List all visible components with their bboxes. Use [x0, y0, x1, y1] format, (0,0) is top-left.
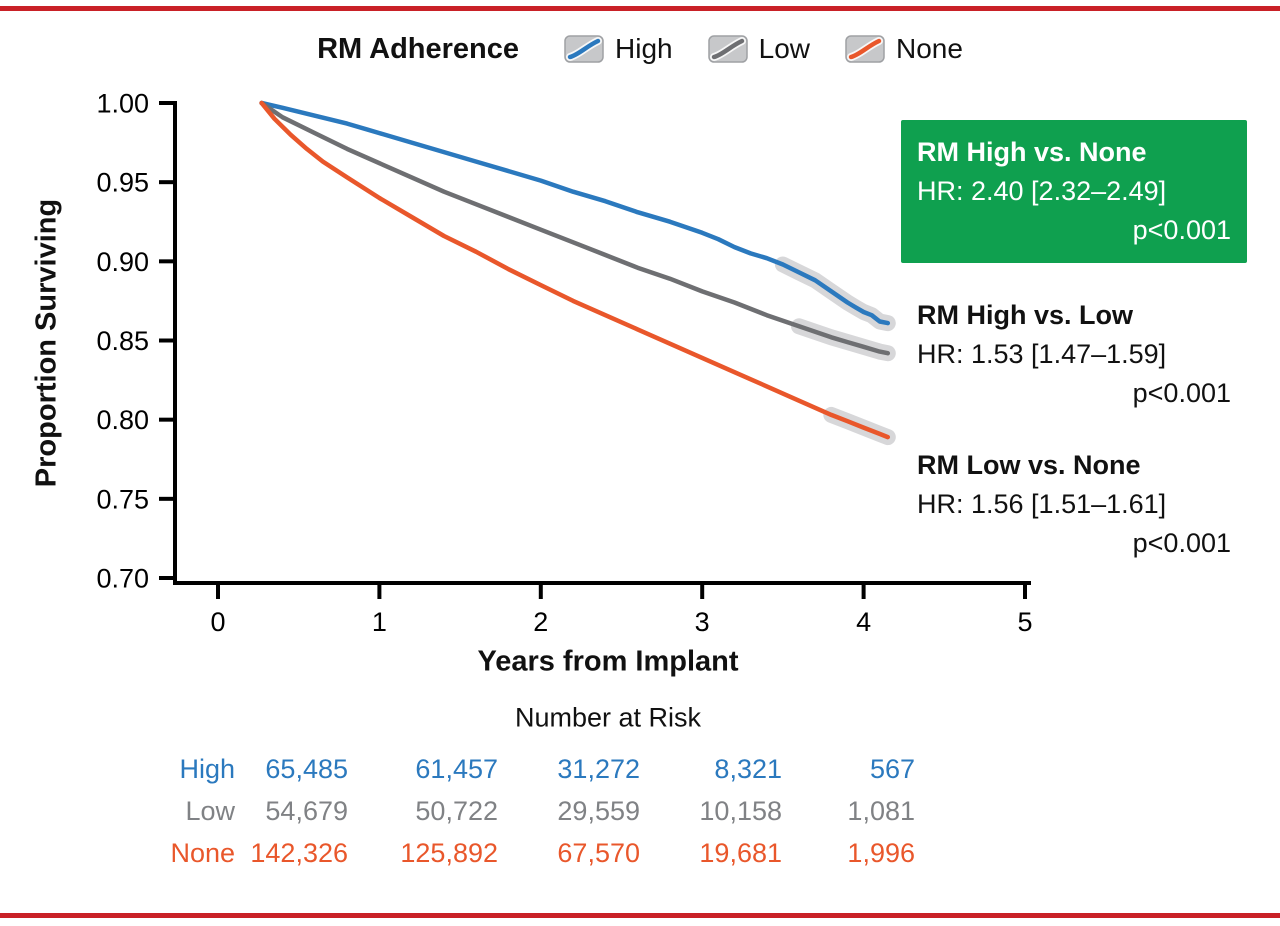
- x-tick-label: 3: [695, 607, 710, 637]
- ci-band-low: [791, 318, 896, 362]
- risk-value: 65,485: [265, 753, 348, 784]
- legend-item-low: Low: [707, 33, 810, 65]
- legend: RM Adherence High Low None: [0, 26, 1280, 72]
- x-tick-label: 2: [533, 607, 548, 637]
- y-tick-label: 0.85: [96, 326, 149, 356]
- risk-value: 1,081: [847, 795, 915, 826]
- legend-label-low: Low: [758, 33, 810, 64]
- x-tick-label: 0: [210, 607, 225, 637]
- risk-value: 54,679: [265, 795, 348, 826]
- annotation-low-vs-none: RM Low vs. None HR: 1.56 [1.51–1.61] p<0…: [901, 446, 1247, 563]
- survival-curve-high: [259, 100, 891, 326]
- legend-label-none: None: [896, 33, 963, 64]
- x-axis-title: Years from Implant: [477, 645, 739, 678]
- annotation-pvalue: p<0.001: [1132, 215, 1231, 245]
- y-tick-label: 0.95: [96, 168, 149, 198]
- y-axis-title: Proportion Surviving: [30, 198, 63, 488]
- annotation-pvalue: p<0.001: [1132, 528, 1231, 558]
- legend-item-high: High: [563, 33, 673, 65]
- risk-value: 567: [869, 753, 915, 784]
- risk-value: 1,996: [847, 837, 915, 868]
- annotation-high-vs-none: RM High vs. None HR: 2.40 [2.32–2.49] p<…: [901, 120, 1247, 263]
- hazard-ratio-annotations: RM High vs. None HR: 2.40 [2.32–2.49] p<…: [901, 120, 1247, 563]
- x-tick-label: 1: [372, 607, 387, 637]
- risk-value: 19,681: [699, 837, 782, 868]
- low-curve-swatch-icon: [707, 35, 748, 63]
- ci-band-none: [823, 406, 896, 446]
- high-curve-swatch-icon: [564, 35, 604, 63]
- risk-value: 50,722: [415, 795, 498, 826]
- y-tick-label: 0.75: [96, 484, 149, 514]
- none-curve-swatch-icon: [845, 35, 885, 63]
- top-border-rule: [0, 6, 1280, 11]
- x-tick-label: 5: [1017, 607, 1032, 637]
- risk-value: 8,321: [714, 753, 782, 784]
- risk-value: 125,892: [400, 837, 498, 868]
- survival-curve-low: [259, 100, 891, 356]
- x-tick-label: 4: [856, 607, 871, 637]
- ci-band-high: [774, 256, 896, 332]
- risk-row-label: High: [179, 753, 235, 784]
- risk-row-label: Low: [185, 795, 235, 826]
- y-tick-label: 1.00: [96, 89, 149, 119]
- legend-title: RM Adherence: [317, 32, 520, 65]
- bottom-border-rule: [0, 913, 1280, 918]
- annotation-hr: HR: 1.56 [1.51–1.61]: [917, 489, 1167, 519]
- legend-label-high: High: [615, 33, 673, 64]
- annotation-high-vs-low: RM High vs. Low HR: 1.53 [1.47–1.59] p<0…: [901, 296, 1247, 413]
- annotation-hr: HR: 2.40 [2.32–2.49]: [917, 176, 1167, 206]
- risk-value: 61,457: [415, 753, 498, 784]
- risk-row-label: None: [170, 837, 235, 868]
- annotation-pvalue: p<0.001: [1132, 378, 1231, 408]
- annotation-title: RM Low vs. None: [917, 450, 1141, 480]
- y-tick-label: 0.90: [96, 247, 149, 277]
- legend-item-none: None: [844, 33, 963, 65]
- survival-curve-none: [259, 100, 891, 440]
- annotation-title: RM High vs. None: [917, 137, 1147, 167]
- risk-value: 10,158: [699, 795, 782, 826]
- risk-value: 67,570: [557, 837, 640, 868]
- risk-value: 31,272: [557, 753, 640, 784]
- y-tick-label: 0.70: [96, 564, 149, 594]
- risk-value: 142,326: [250, 837, 348, 868]
- annotation-hr: HR: 1.53 [1.47–1.59]: [917, 339, 1167, 369]
- risk-value: 29,559: [557, 795, 640, 826]
- annotation-title: RM High vs. Low: [917, 300, 1133, 330]
- number-at-risk-table: High 65,485 61,457 31,272 8,321 567 Low …: [120, 748, 915, 874]
- risk-table-title: Number at Risk: [514, 702, 702, 733]
- y-tick-label: 0.80: [96, 405, 149, 435]
